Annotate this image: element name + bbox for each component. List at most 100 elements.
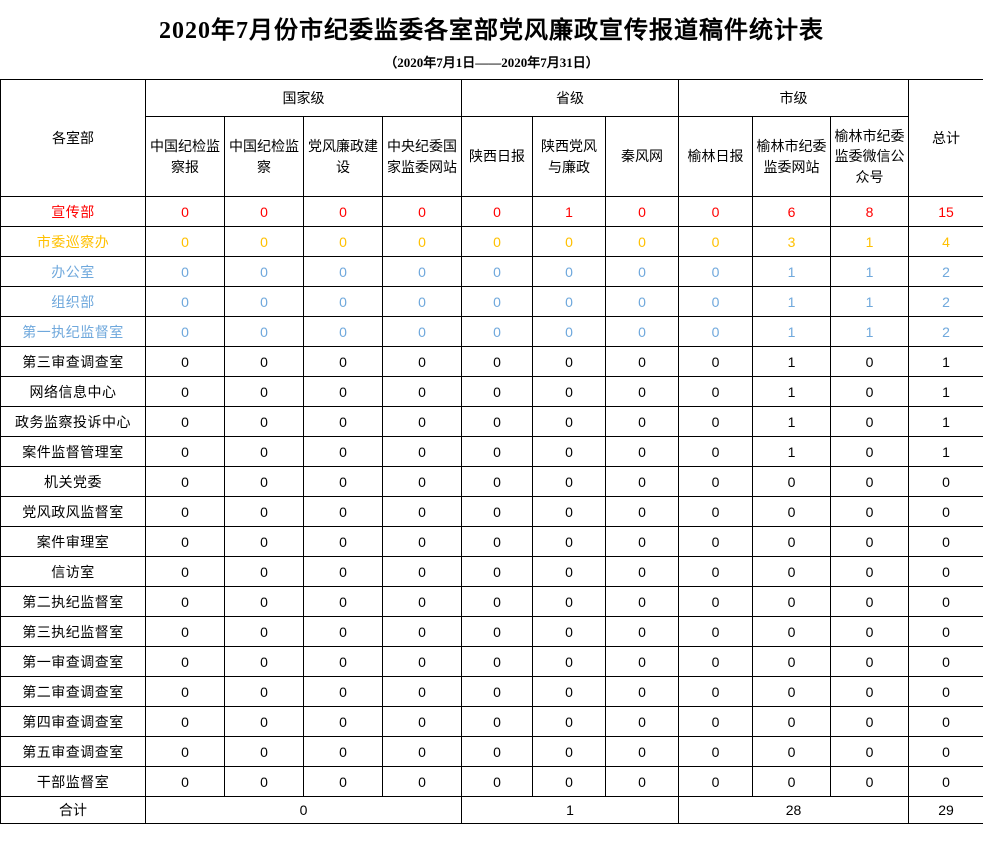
value-cell: 0 <box>382 556 462 587</box>
value-cell: 0 <box>303 226 383 257</box>
value-cell: 8 <box>830 196 909 227</box>
value-cell: 0 <box>382 466 462 497</box>
value-cell: 0 <box>678 316 753 347</box>
row-label: 市委巡察办 <box>0 226 146 257</box>
value-cell: 0 <box>532 706 606 737</box>
value-cell: 0 <box>605 406 679 437</box>
value-cell: 0 <box>145 586 225 617</box>
value-cell: 0 <box>382 346 462 377</box>
row-total-cell: 1 <box>908 436 983 467</box>
value-cell: 0 <box>605 256 679 287</box>
row-label: 第二审查调查室 <box>0 676 146 707</box>
value-cell: 0 <box>461 766 533 797</box>
value-cell: 0 <box>382 586 462 617</box>
value-cell: 0 <box>678 286 753 317</box>
table-row: 宣传部 0 0 0 0 0 1 0 0 6 8 15 <box>0 196 983 227</box>
value-cell: 0 <box>678 556 753 587</box>
value-cell: 0 <box>461 256 533 287</box>
value-cell: 0 <box>830 646 909 677</box>
value-cell: 0 <box>605 556 679 587</box>
group-header-provincial: 省级 <box>461 79 679 117</box>
row-label: 案件审理室 <box>0 526 146 557</box>
summary-national-total: 0 <box>145 796 462 824</box>
value-cell: 0 <box>532 346 606 377</box>
value-cell: 0 <box>830 676 909 707</box>
value-cell: 0 <box>532 736 606 767</box>
value-cell: 0 <box>303 616 383 647</box>
value-cell: 0 <box>145 556 225 587</box>
value-cell: 0 <box>461 466 533 497</box>
value-cell: 0 <box>532 256 606 287</box>
value-cell: 1 <box>830 256 909 287</box>
column-header-provincial-2: 秦风网 <box>605 116 679 197</box>
row-total-cell: 1 <box>908 346 983 377</box>
value-cell: 0 <box>303 706 383 737</box>
row-total-cell: 0 <box>908 466 983 497</box>
value-cell: 0 <box>532 556 606 587</box>
row-total-cell: 2 <box>908 286 983 317</box>
value-cell: 0 <box>382 616 462 647</box>
row-total-cell: 15 <box>908 196 983 227</box>
row-total-cell: 0 <box>908 766 983 797</box>
row-total-cell: 2 <box>908 256 983 287</box>
summary-grand-total: 29 <box>908 796 983 824</box>
value-cell: 0 <box>224 436 304 467</box>
table-row: 第二审查调查室 0 0 0 0 0 0 0 0 0 0 0 <box>0 676 983 707</box>
value-cell: 0 <box>145 346 225 377</box>
value-cell: 0 <box>461 436 533 467</box>
value-cell: 1 <box>752 376 831 407</box>
value-cell: 0 <box>461 226 533 257</box>
value-cell: 0 <box>532 586 606 617</box>
value-cell: 0 <box>752 706 831 737</box>
summary-row: 合计 0 1 28 29 <box>0 796 983 824</box>
value-cell: 0 <box>382 676 462 707</box>
value-cell: 0 <box>224 466 304 497</box>
group-header-row: 各室部 国家级 省级 市级 总计 <box>0 79 983 197</box>
table-row: 干部监督室 0 0 0 0 0 0 0 0 0 0 0 <box>0 766 983 797</box>
value-cell: 0 <box>224 676 304 707</box>
value-cell: 0 <box>752 736 831 767</box>
report-title: 2020年7月份市纪委监委各室部党风廉政宣传报道稿件统计表 <box>159 18 824 44</box>
row-label: 政务监察投诉中心 <box>0 406 146 437</box>
value-cell: 0 <box>145 526 225 557</box>
value-cell: 0 <box>382 646 462 677</box>
value-cell: 0 <box>532 466 606 497</box>
value-cell: 0 <box>461 706 533 737</box>
value-cell: 0 <box>145 646 225 677</box>
value-cell: 0 <box>303 436 383 467</box>
value-cell: 0 <box>605 226 679 257</box>
value-cell: 0 <box>461 196 533 227</box>
value-cell: 0 <box>678 196 753 227</box>
table-footer: 合计 0 1 28 29 <box>0 796 983 824</box>
value-cell: 0 <box>830 766 909 797</box>
row-total-cell: 0 <box>908 736 983 767</box>
value-cell: 0 <box>224 706 304 737</box>
row-total-cell: 4 <box>908 226 983 257</box>
value-cell: 0 <box>303 286 383 317</box>
value-cell: 0 <box>303 256 383 287</box>
value-cell: 0 <box>678 706 753 737</box>
value-cell: 0 <box>461 406 533 437</box>
value-cell: 0 <box>224 286 304 317</box>
value-cell: 0 <box>830 616 909 647</box>
value-cell: 0 <box>678 676 753 707</box>
row-label: 信访室 <box>0 556 146 587</box>
value-cell: 0 <box>830 466 909 497</box>
value-cell: 0 <box>382 256 462 287</box>
value-cell: 0 <box>382 316 462 347</box>
row-total-cell: 2 <box>908 316 983 347</box>
value-cell: 0 <box>532 316 606 347</box>
report-date-range: （2020年7月1日——2020年7月31日） <box>384 55 599 70</box>
row-label: 党风政风监督室 <box>0 496 146 527</box>
table-row: 第一执纪监督室 0 0 0 0 0 0 0 0 1 1 2 <box>0 316 983 347</box>
value-cell: 1 <box>752 316 831 347</box>
row-label: 案件监督管理室 <box>0 436 146 467</box>
table-row: 第五审查调查室 0 0 0 0 0 0 0 0 0 0 0 <box>0 736 983 767</box>
column-header-national-0: 中国纪检监察报 <box>145 116 225 197</box>
value-cell: 0 <box>145 706 225 737</box>
row-label: 第四审查调查室 <box>0 706 146 737</box>
value-cell: 0 <box>303 466 383 497</box>
row-label: 组织部 <box>0 286 146 317</box>
value-cell: 0 <box>752 766 831 797</box>
